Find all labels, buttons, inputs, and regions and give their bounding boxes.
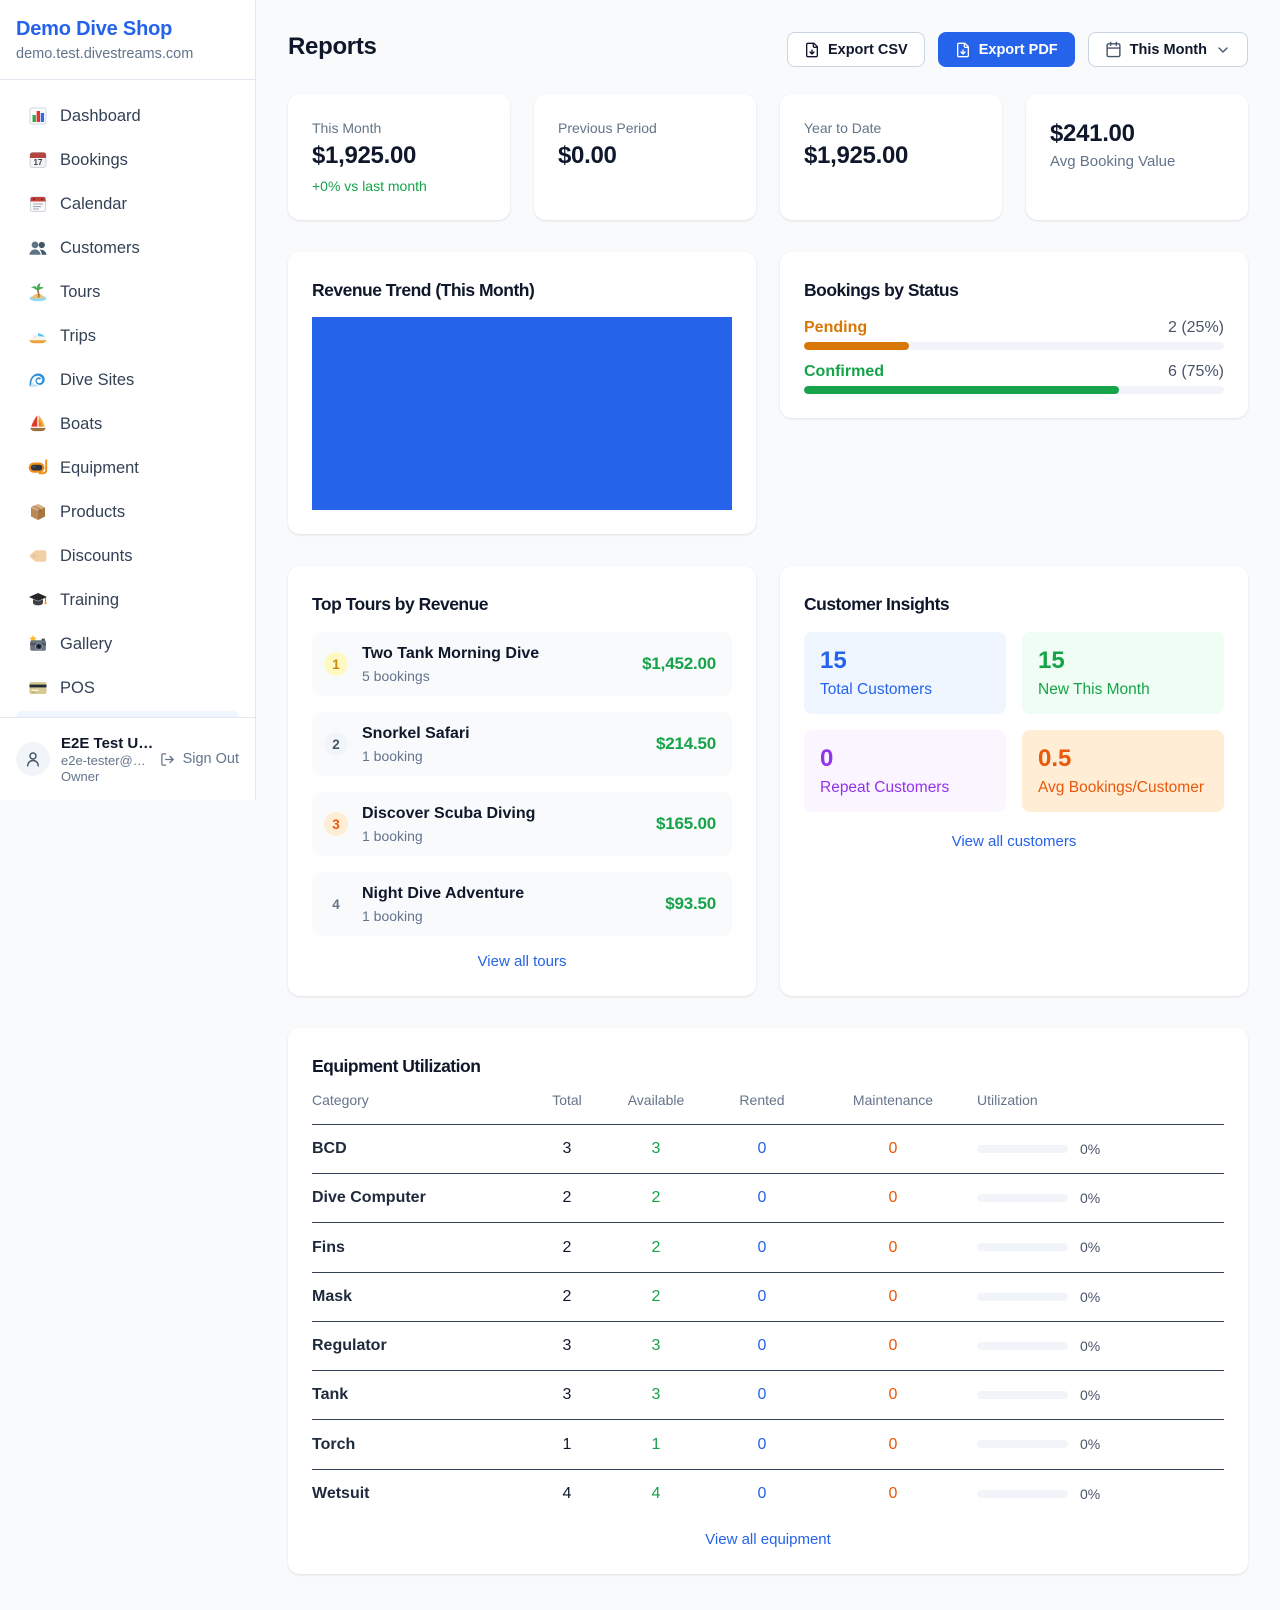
svg-text:17: 17 xyxy=(34,158,43,167)
